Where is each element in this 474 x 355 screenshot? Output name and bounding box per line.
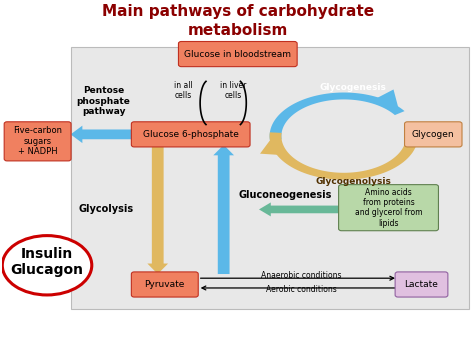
Polygon shape: [213, 145, 234, 274]
FancyBboxPatch shape: [131, 272, 198, 297]
Text: Glucose 6-phosphate: Glucose 6-phosphate: [143, 130, 238, 139]
Text: Lactate: Lactate: [404, 280, 438, 289]
Polygon shape: [259, 202, 341, 217]
FancyBboxPatch shape: [178, 42, 297, 67]
Polygon shape: [71, 126, 134, 143]
Text: in liver
cells: in liver cells: [220, 81, 246, 100]
Text: Pentose
phosphate
pathway: Pentose phosphate pathway: [77, 86, 130, 116]
Text: Glucose in bloodstream: Glucose in bloodstream: [184, 50, 292, 59]
FancyBboxPatch shape: [71, 47, 469, 309]
Text: Glycogenesis: Glycogenesis: [320, 83, 387, 92]
FancyBboxPatch shape: [395, 272, 448, 297]
FancyBboxPatch shape: [404, 122, 462, 147]
Text: Amino acids
from proteins
and glycerol from
lipids: Amino acids from proteins and glycerol f…: [355, 187, 422, 228]
Text: Gluconeogenesis: Gluconeogenesis: [238, 191, 332, 201]
Text: Insulin
Glucagon: Insulin Glucagon: [10, 247, 83, 277]
Text: Glycolysis: Glycolysis: [78, 204, 134, 214]
Text: Anaerobic conditions: Anaerobic conditions: [261, 271, 342, 280]
Text: Five-carbon
sugars
+ NADPH: Five-carbon sugars + NADPH: [13, 126, 62, 156]
Text: Main pathways of carbohydrate
metabolism: Main pathways of carbohydrate metabolism: [102, 4, 374, 38]
Polygon shape: [372, 89, 400, 113]
Polygon shape: [270, 93, 404, 140]
Text: Pyruvate: Pyruvate: [145, 280, 185, 289]
Polygon shape: [260, 133, 286, 155]
Text: Glycogen: Glycogen: [412, 130, 455, 139]
Polygon shape: [270, 132, 417, 180]
FancyBboxPatch shape: [4, 122, 71, 161]
FancyBboxPatch shape: [131, 122, 250, 147]
FancyBboxPatch shape: [338, 185, 438, 231]
Text: Aerobic conditions: Aerobic conditions: [266, 285, 337, 294]
Text: Glycogenolysis: Glycogenolysis: [315, 177, 391, 186]
Polygon shape: [147, 145, 168, 274]
Text: in all
cells: in all cells: [174, 81, 193, 100]
Ellipse shape: [2, 236, 92, 295]
